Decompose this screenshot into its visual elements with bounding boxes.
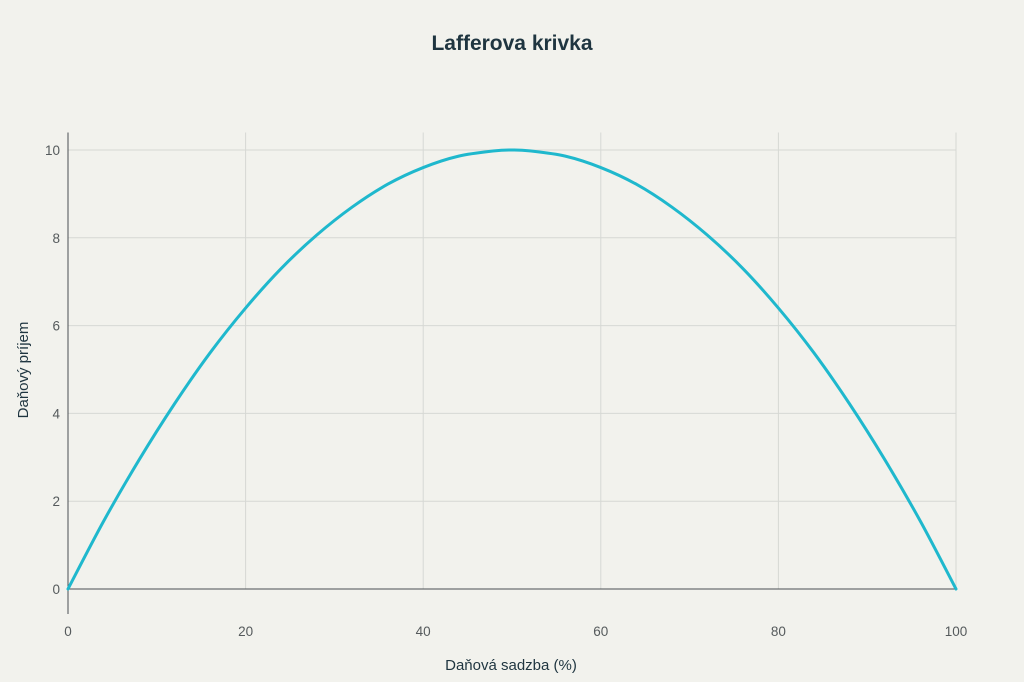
x-tick-label: 100 <box>945 624 968 639</box>
series-layer <box>66 148 958 591</box>
x-tick-label: 0 <box>64 624 72 639</box>
y-axis-label: Daňový príjem <box>15 322 32 419</box>
grid-lines <box>68 132 957 589</box>
y-tick-label: 10 <box>45 143 60 158</box>
chart-title: Lafferova krivka <box>431 32 592 55</box>
y-tick-label: 0 <box>52 582 60 597</box>
x-tick-label: 40 <box>416 624 431 639</box>
y-tick-label: 4 <box>52 406 60 421</box>
x-tick-label: 60 <box>593 624 608 639</box>
axes <box>67 132 956 614</box>
tick-labels: 0 20 40 60 80 100 0 2 4 6 8 10 <box>45 143 967 639</box>
laffer-curve-line <box>66 148 958 591</box>
y-tick-label: 2 <box>52 494 60 509</box>
x-tick-label: 80 <box>771 624 786 639</box>
y-tick-label: 6 <box>52 319 60 334</box>
x-tick-label: 20 <box>238 624 253 639</box>
y-tick-label: 8 <box>52 231 60 246</box>
x-axis-label: Daňová sadzba (%) <box>445 657 577 674</box>
